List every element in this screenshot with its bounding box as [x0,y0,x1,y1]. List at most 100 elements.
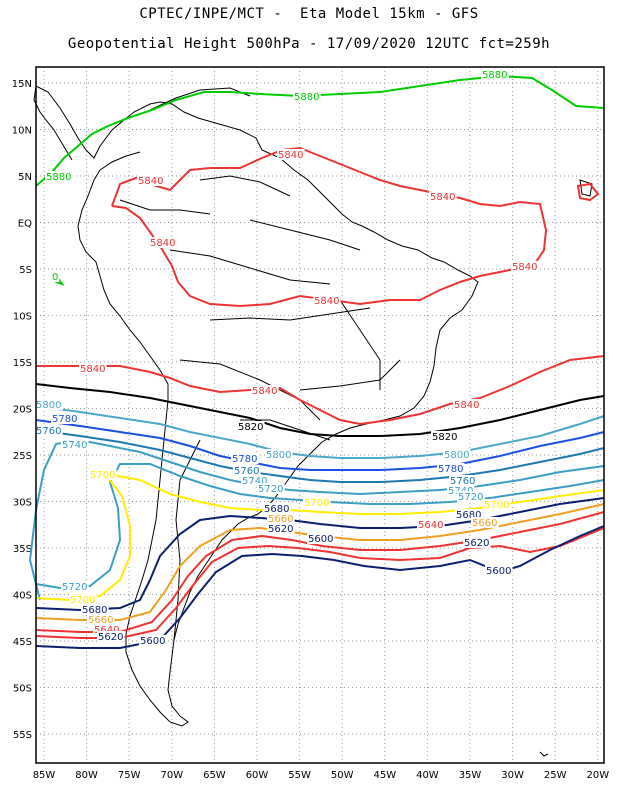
contour-label-5820: 5820 [238,422,263,433]
lat-tick-label: 15N [12,79,32,90]
contour-label-bg [267,523,295,534]
lon-tick-label: 45W [373,770,396,781]
contour-label-bg [443,449,471,460]
contour-label-5620: 5620 [268,524,293,535]
contour-label-bg [293,91,321,102]
contour-5780 [35,419,605,471]
lat-tick-label: 5N [18,172,32,183]
contour-label-5880: 5880 [294,92,319,103]
contour-label-bg [307,533,335,544]
lon-tick-label: 70W [160,770,183,781]
contour-label-bg [483,499,511,510]
contour-label-5700: 5700 [484,500,509,511]
contour-label-bg [257,483,285,494]
contour-label-bg [237,421,265,432]
contour-label-5840: 5840 [80,364,105,375]
contour-label-bg [453,399,481,410]
contour-5840-north [111,146,548,308]
contour-label-bg [45,171,73,182]
lat-tick-label: 25S [13,451,32,462]
contour-label-bg [481,69,509,80]
contour-label-bg [263,503,291,514]
lon-tick-label: 75W [118,770,141,781]
contour-label-5680: 5680 [456,510,481,521]
lat-tick-label: 35S [13,544,32,555]
contour-label-5840: 5840 [512,262,537,273]
title-line-1: CPTEC/INPE/MCT - Eta Model 15km - GFS [139,6,479,22]
contour-label-5840: 5840 [138,176,163,187]
contour-label-5600: 5600 [486,566,511,577]
contour-label-bg [485,565,513,576]
contour-label-bg [233,465,261,476]
contour-5700 [35,471,605,602]
contour-label-bg [89,469,117,480]
contour-label-5740: 5740 [62,440,87,451]
contour-label-bg [35,399,63,410]
axis-ticks: 15N 10N 5N EQ 5S 10S 15S 20S 25S 30S 35S 40S 45S 50S 5… [12,79,609,781]
contour-label-bg [277,149,305,160]
contour-label-5780: 5780 [438,464,463,475]
contour-label-5700: 5700 [90,470,115,481]
lon-tick-label: 25W [544,770,567,781]
contour-5740 [28,438,605,601]
contour-label-bg [51,413,79,424]
contour-label-bg [431,431,459,442]
graticule [36,67,604,763]
lat-tick-label: 40S [13,591,32,602]
contour-label-bg [87,614,115,625]
contour-label-bg [35,425,63,436]
contour-label-0: 0 [52,272,58,283]
lat-tick-label: 30S [13,498,32,509]
contour-label-bg [463,537,491,548]
contour-label-bg [51,271,60,282]
contour-label-5880: 5880 [482,70,507,81]
contour-5680 [35,497,605,612]
contour-label-5840: 5840 [252,386,277,397]
contour-5760 [35,429,605,483]
contour-5840-east-blob [576,182,600,202]
contour-label-5660: 5660 [268,514,293,525]
contour-label-bg [139,635,167,646]
contour-label-5600: 5600 [140,636,165,647]
contour-label-bg [313,295,341,306]
contour-label-bg [455,509,483,520]
contour-label-bg [449,475,477,486]
lon-tick-label: 80W [75,770,98,781]
contour-label-5760: 5760 [234,466,259,477]
contour-label-5720: 5720 [62,582,87,593]
contour-label-bg [61,439,89,450]
lon-tick-label: 20W [586,770,609,781]
contour-label-5780: 5780 [232,454,257,465]
contour-label-5780: 5780 [52,414,77,425]
contour-label-bg [447,485,475,496]
contour-label-bg [303,497,331,508]
contour-label-bg [81,604,109,615]
contour-label-5680: 5680 [264,504,289,515]
contour-label-bg [511,261,539,272]
contour-label-5840: 5840 [150,238,175,249]
contour-5640 [35,511,605,633]
lon-tick-label: 40W [416,770,439,781]
lon-tick-label: 85W [33,770,56,781]
contour-label-bg [471,517,499,528]
contour-label-bg [267,513,295,524]
contour-label-5740: 5740 [242,476,267,487]
lon-tick-label: 50W [331,770,354,781]
lon-tick-label: 65W [203,770,226,781]
contour-label-5600: 5600 [308,534,333,545]
contour-label-5840: 5840 [454,400,479,411]
contour-label-bg [429,191,457,202]
contour-label-5700: 5700 [70,595,95,606]
contour-5800 [35,405,605,459]
lon-tick-label: 55W [288,770,311,781]
contour-label-5880: 5880 [46,172,71,183]
contour-label-5640: 5640 [418,520,443,531]
contour-label-bg [241,475,269,486]
lat-tick-label: 5S [19,265,32,276]
contour-label-bg [61,581,89,592]
title-line-2: Geopotential Height 500hPa - 17/09/2020 … [67,36,551,52]
contour-label-5720: 5720 [458,492,483,503]
lon-tick-label: 60W [246,770,269,781]
lat-tick-label: EQ [18,219,32,230]
